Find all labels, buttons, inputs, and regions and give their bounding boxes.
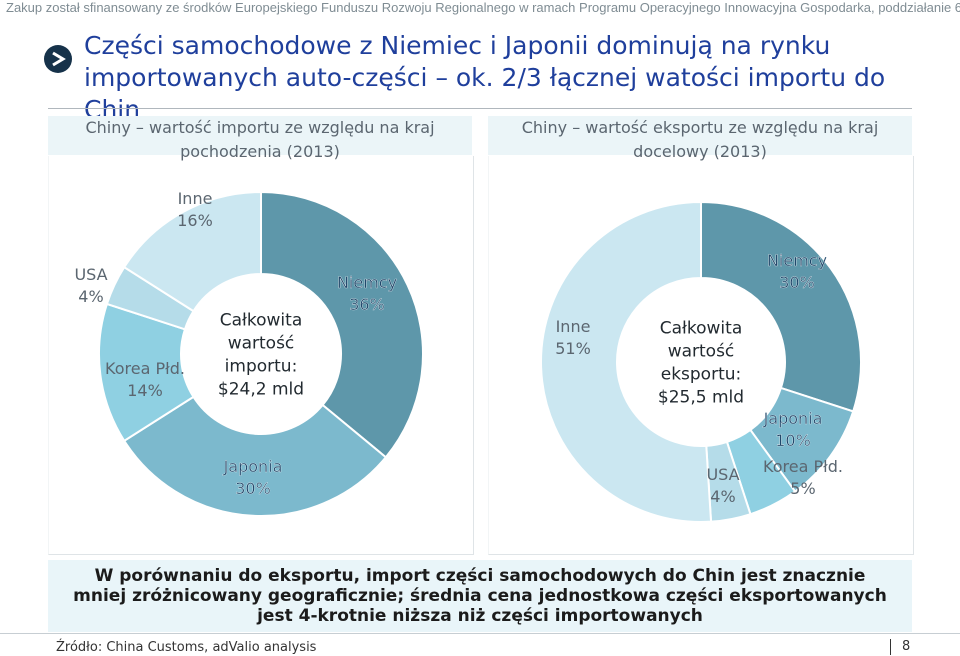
export-value-korea-pld: 5% [790, 479, 815, 498]
import-value-korea-pld: 14% [127, 381, 163, 400]
export-center-text-line: wartość [668, 342, 735, 362]
summary-box: W porównaniu do eksportu, import części … [48, 560, 912, 632]
slide-title-line-2: importowanych auto-części – ok. 2/3 łącz… [84, 63, 886, 124]
import-label-usa: USA [74, 265, 107, 284]
import-chart-title-line-1: Chiny – wartość importu ze względu na kr… [85, 118, 435, 137]
export-center-text-line: Całkowita [660, 319, 742, 339]
import-value-usa: 4% [78, 287, 103, 306]
import-slice-inne [122, 190, 262, 313]
import-center-text-line: wartość [228, 334, 295, 354]
import-chart-area: Całkowita wartość importu: $24,2 mld Niemcy 3… [48, 156, 474, 555]
export-chart-title: Chiny – wartość eksportu ze względu na k… [488, 116, 912, 161]
export-center-text-line: eksportu: [661, 365, 742, 385]
funding-note: Zakup został sfinansowany ze środków Eur… [6, 0, 960, 15]
title-divider [48, 108, 912, 109]
export-value-niemcy: 30% [779, 273, 815, 292]
import-value-japonia: 30% [235, 479, 271, 498]
export-label-usa: USA [706, 465, 739, 484]
import-slice-niemcy [260, 190, 424, 459]
slide-title: Części samochodowe z Niemiec i Japonii d… [84, 30, 944, 126]
import-chart-title: Chiny – wartość importu ze względu na kr… [48, 116, 472, 161]
export-slice-niemcy [700, 200, 862, 413]
import-label-inne: Inne [178, 189, 213, 208]
export-value-inne: 51% [555, 339, 591, 358]
summary-text: W porównaniu do eksportu, import części … [73, 566, 887, 626]
export-label-niemcy: Niemcy [767, 251, 827, 270]
slide-title-line-1: Części samochodowe z Niemiec i Japonii d… [84, 31, 831, 60]
import-chart-title-line-2: pochodzenia (2013) [180, 142, 340, 161]
export-label-korea-pld: Korea Płd. [763, 457, 843, 476]
import-center-text-line: importu: [225, 357, 298, 377]
export-chart-area: Całkowita wartość eksportu: $25,5 mld Niemcy… [488, 156, 914, 555]
export-chart-title-line-2: docelowy (2013) [633, 142, 767, 161]
export-donut-chart: Całkowita wartość eksportu: $25,5 mld Niemcy… [539, 200, 862, 523]
import-slice-japonia [122, 395, 388, 517]
import-label-japonia: Japonia [223, 457, 283, 476]
import-center-text-line: Całkowita [220, 311, 302, 331]
import-label-niemcy: Niemcy [337, 273, 397, 292]
source-note: Źródło: China Customs, adValio analysis [56, 640, 317, 655]
import-label-korea-pld: Korea Płd. [105, 359, 185, 378]
export-label-japonia: Japonia [763, 409, 823, 428]
import-value-inne: 16% [177, 211, 213, 230]
import-donut-chart: Całkowita wartość importu: $24,2 mld Niemcy 3… [74, 189, 424, 517]
arrow-logo-icon [44, 45, 72, 73]
export-value-japonia: 10% [775, 431, 811, 450]
export-chart-title-line-1: Chiny – wartość eksportu ze względu na k… [521, 118, 879, 137]
export-label-inne: Inne [556, 317, 591, 336]
export-center-text-line: $25,5 mld [658, 388, 744, 408]
export-value-usa: 4% [710, 487, 735, 506]
import-value-niemcy: 36% [349, 295, 385, 314]
import-center-text-line: $24,2 mld [218, 380, 304, 400]
page-number: 8 [902, 639, 911, 654]
footer-bar [0, 633, 960, 656]
page-separator [890, 639, 891, 655]
export-slice-inne [539, 200, 713, 523]
